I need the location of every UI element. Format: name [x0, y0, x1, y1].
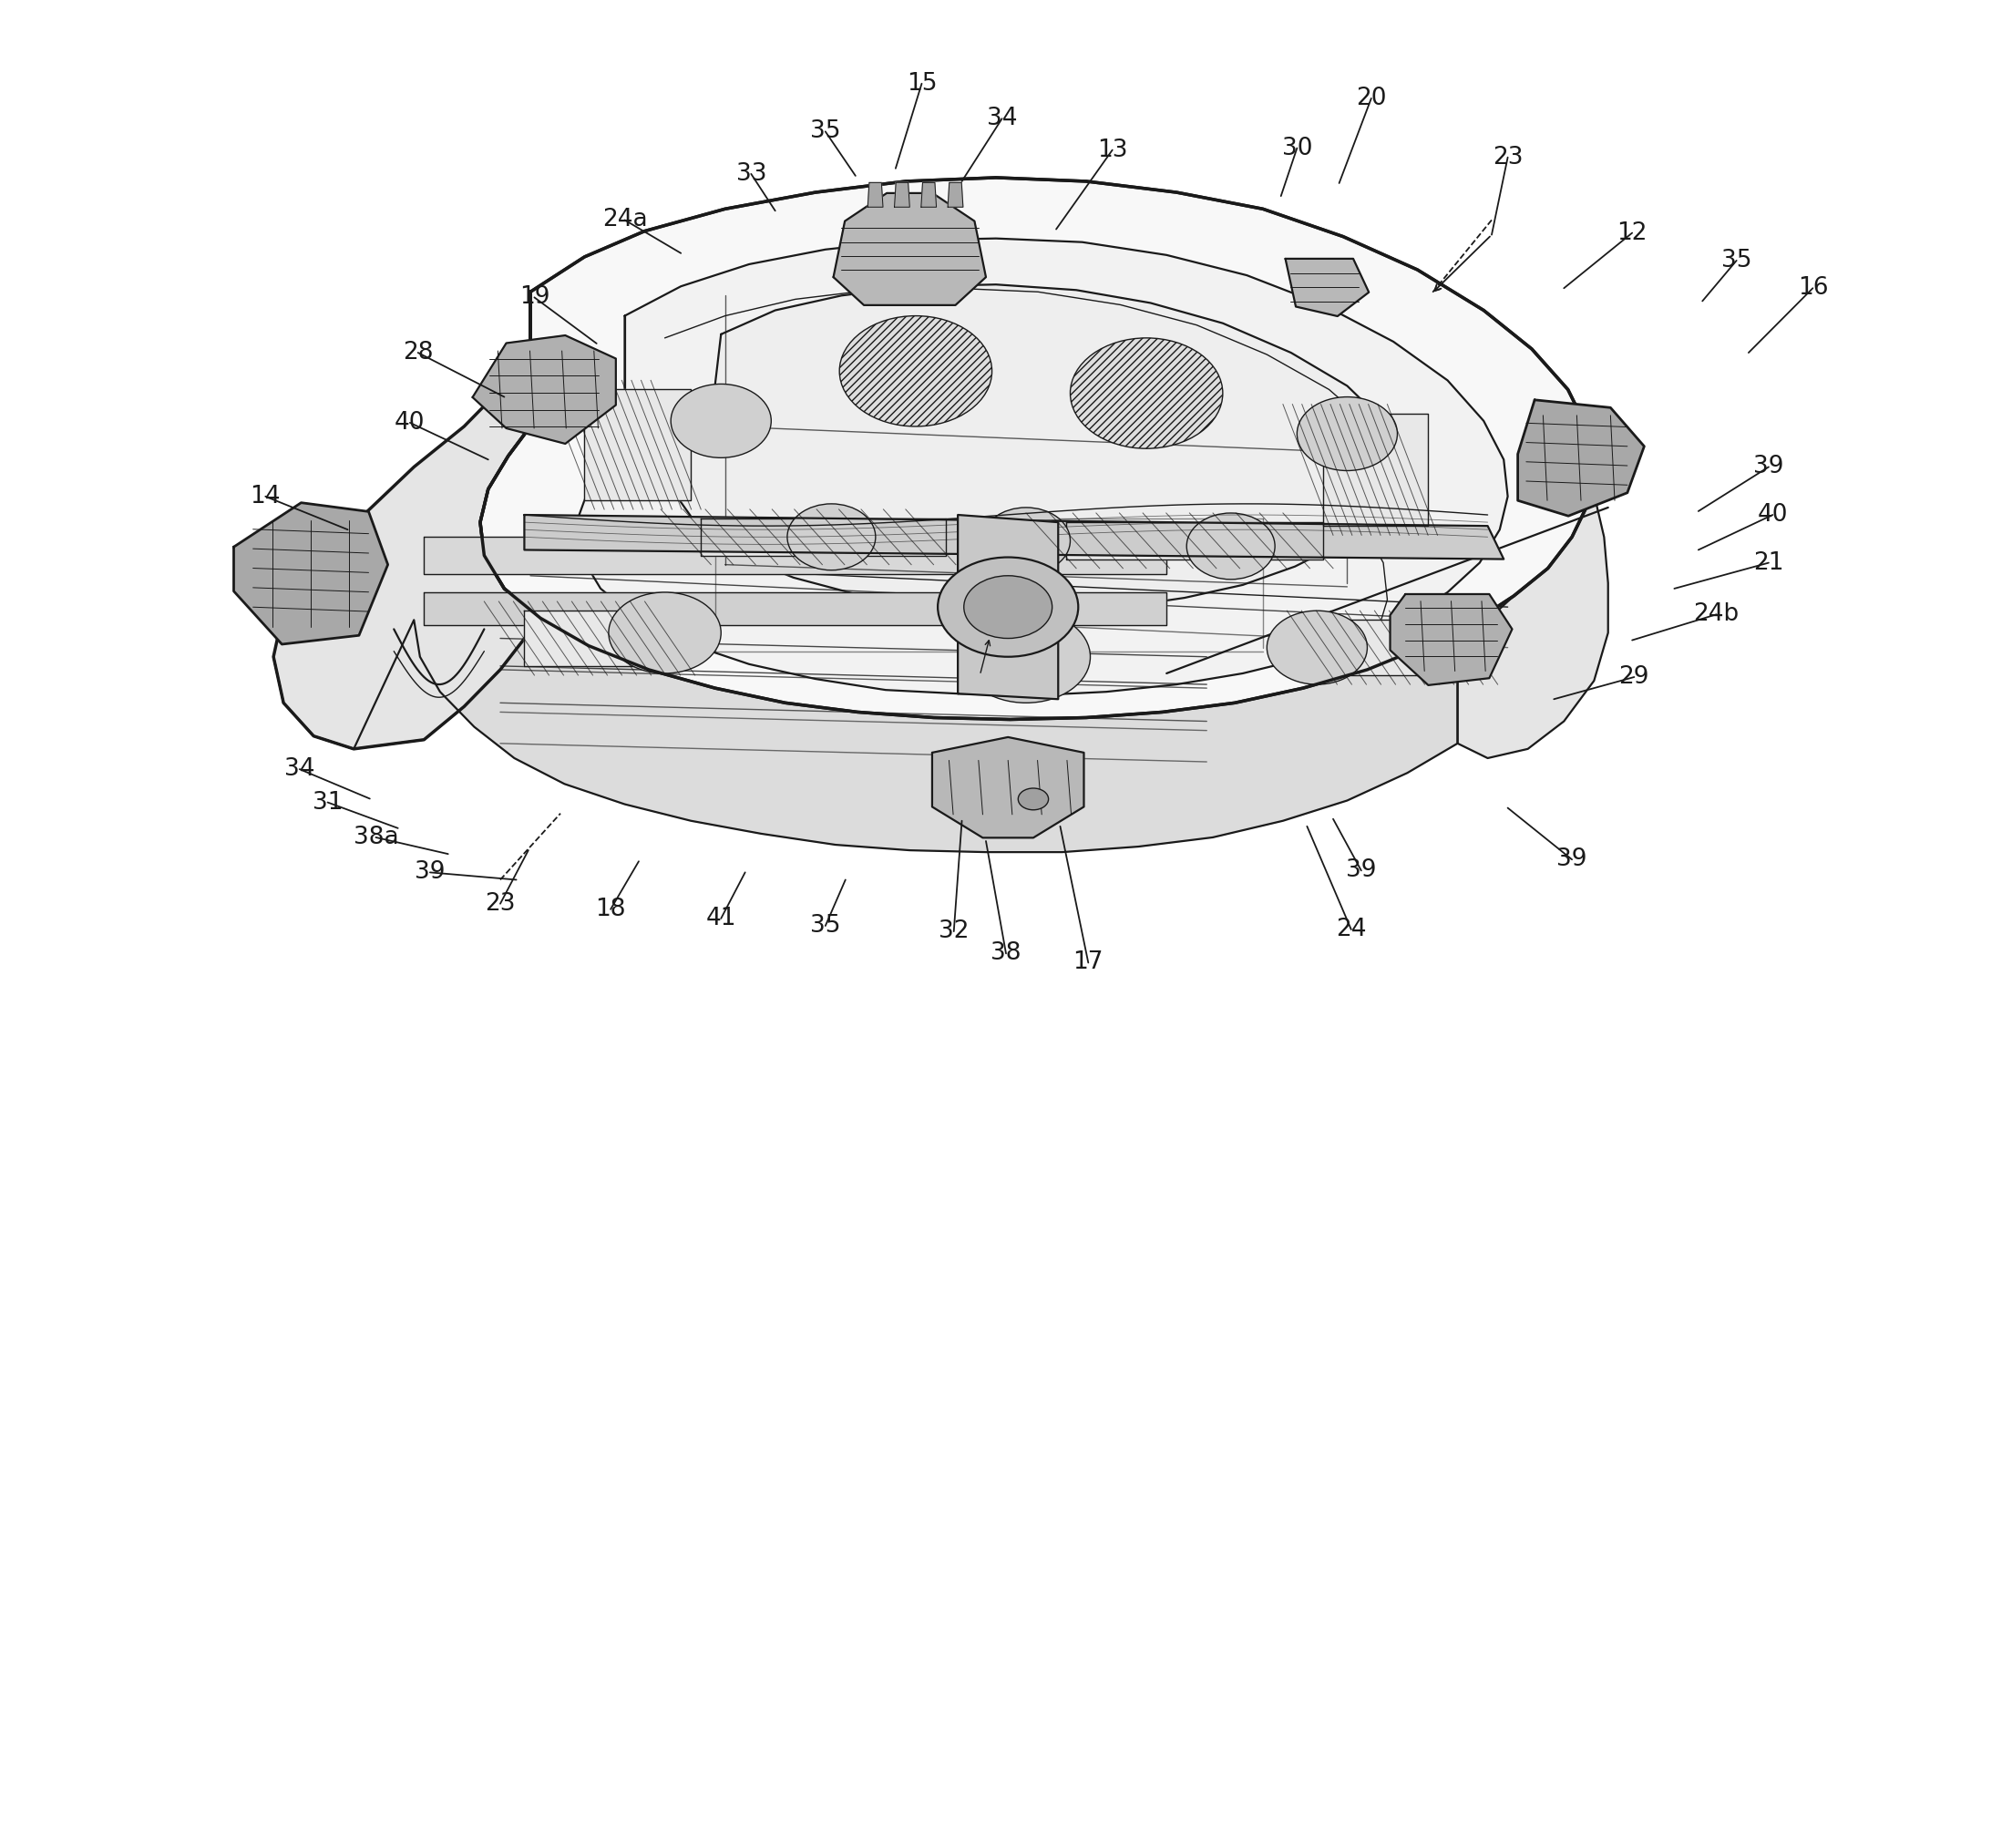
Text: 34: 34	[284, 758, 314, 782]
Text: 35: 35	[1720, 249, 1752, 272]
Ellipse shape	[839, 316, 992, 427]
Polygon shape	[481, 177, 1594, 719]
Polygon shape	[932, 737, 1084, 837]
Text: 20: 20	[1356, 87, 1386, 111]
Text: 38: 38	[990, 942, 1022, 965]
Polygon shape	[525, 516, 1503, 560]
Polygon shape	[700, 519, 946, 556]
Text: 32: 32	[938, 920, 970, 942]
Text: 41: 41	[706, 907, 736, 930]
Polygon shape	[833, 192, 986, 305]
Polygon shape	[672, 285, 1396, 610]
Polygon shape	[274, 292, 541, 748]
Ellipse shape	[938, 558, 1078, 656]
Ellipse shape	[982, 508, 1070, 575]
Text: 39: 39	[414, 861, 445, 883]
Text: 21: 21	[1752, 551, 1785, 575]
Text: 31: 31	[312, 791, 342, 815]
Polygon shape	[921, 183, 936, 207]
Polygon shape	[1328, 619, 1487, 675]
Text: 40: 40	[394, 410, 425, 434]
Text: 24a: 24a	[602, 209, 648, 231]
Text: 39: 39	[1557, 848, 1587, 872]
Polygon shape	[1390, 593, 1513, 686]
Polygon shape	[867, 183, 883, 207]
Ellipse shape	[608, 591, 720, 673]
Ellipse shape	[787, 505, 875, 571]
Ellipse shape	[670, 384, 771, 458]
Text: 35: 35	[811, 120, 841, 144]
Text: 34: 34	[986, 107, 1018, 131]
Ellipse shape	[964, 577, 1052, 638]
Ellipse shape	[1268, 610, 1368, 684]
Text: 24: 24	[1336, 918, 1366, 941]
Polygon shape	[425, 538, 1167, 575]
Text: 24b: 24b	[1694, 602, 1738, 626]
Polygon shape	[1457, 431, 1608, 758]
Polygon shape	[1066, 523, 1324, 560]
Ellipse shape	[1070, 338, 1223, 449]
Polygon shape	[473, 334, 616, 444]
Text: 40: 40	[1756, 503, 1789, 527]
Polygon shape	[958, 516, 1058, 699]
Ellipse shape	[962, 610, 1091, 702]
Text: 15: 15	[907, 72, 938, 96]
Text: 23: 23	[1493, 146, 1523, 170]
Text: 23: 23	[485, 893, 515, 915]
Polygon shape	[425, 591, 1167, 625]
Text: 18: 18	[596, 898, 626, 920]
Polygon shape	[948, 183, 964, 207]
Ellipse shape	[1298, 397, 1398, 471]
Polygon shape	[233, 503, 388, 645]
Text: 13: 13	[1097, 139, 1127, 163]
Ellipse shape	[1187, 514, 1276, 580]
Polygon shape	[1517, 399, 1644, 516]
Text: 19: 19	[519, 286, 549, 309]
Text: 16: 16	[1797, 277, 1829, 299]
Text: 14: 14	[249, 484, 282, 508]
Text: 33: 33	[736, 163, 767, 187]
Polygon shape	[895, 183, 909, 207]
Polygon shape	[577, 238, 1507, 695]
Ellipse shape	[1018, 789, 1048, 809]
Polygon shape	[1286, 259, 1368, 316]
Polygon shape	[274, 617, 1457, 852]
Polygon shape	[585, 390, 690, 501]
Text: 38a: 38a	[354, 826, 398, 850]
Polygon shape	[525, 610, 684, 665]
Text: 28: 28	[402, 340, 433, 364]
Text: 29: 29	[1620, 665, 1650, 689]
Text: 39: 39	[1346, 859, 1376, 881]
Polygon shape	[1324, 414, 1427, 527]
Text: 39: 39	[1752, 455, 1785, 479]
Text: 17: 17	[1072, 952, 1103, 974]
Text: 12: 12	[1618, 222, 1648, 244]
Text: 30: 30	[1282, 137, 1312, 161]
Text: 35: 35	[811, 915, 841, 937]
